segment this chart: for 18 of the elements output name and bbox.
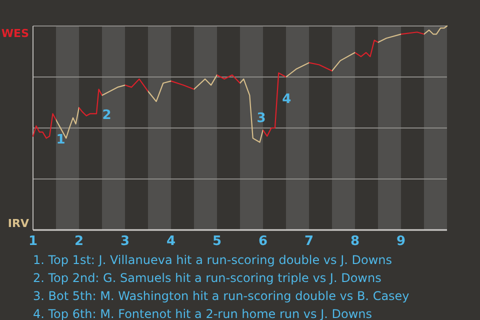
- annotation: 4: [282, 92, 292, 107]
- annotation: 3: [256, 110, 266, 126]
- annotation: 2: [102, 108, 112, 124]
- x-tick-label: 3: [120, 234, 130, 249]
- annotation: 1: [56, 132, 66, 148]
- text: 3. Bot 5th: M. Washington hit a run-scoring double vs B. Casey: [33, 289, 410, 303]
- x-tick-label: 9: [396, 234, 406, 249]
- x-tick-label: 4: [166, 234, 176, 249]
- text: WES: [1, 27, 30, 40]
- text: 2. Top 2nd: G. Samuels hit a run-scoring triple vs J. Downs: [33, 271, 382, 285]
- x-tick-label: 7: [304, 234, 314, 249]
- text: 1. Top 1st: J. Villanueva hit a run-scoring double vs J. Downs: [33, 253, 392, 267]
- x-tick-label: 2: [74, 234, 84, 249]
- x-tick-label: 8: [350, 234, 360, 249]
- text: IRV: [8, 217, 30, 230]
- x-tick-label: 1: [28, 234, 38, 249]
- x-tick-label: 5: [212, 234, 222, 249]
- x-tick-label: 6: [258, 234, 268, 249]
